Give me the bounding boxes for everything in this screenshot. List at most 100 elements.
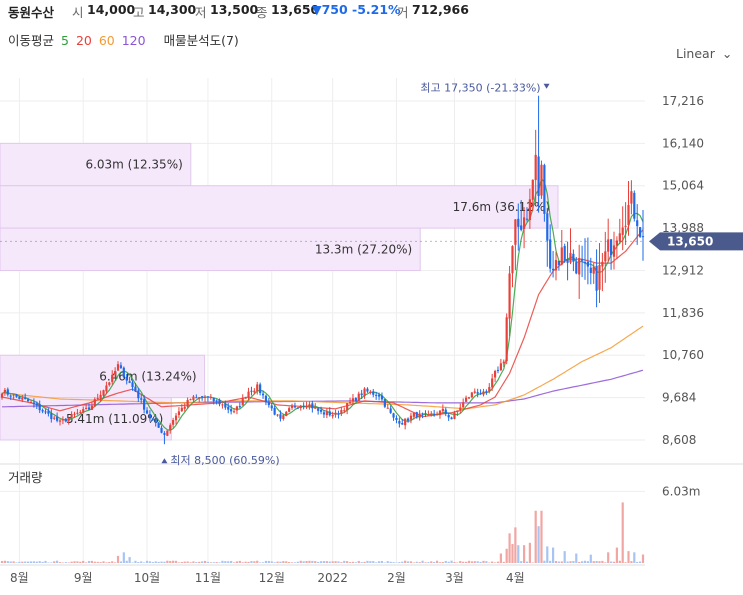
- x-tick-label: 2월: [387, 571, 406, 585]
- volume-bar: [47, 562, 50, 563]
- volume-bar: [87, 560, 91, 563]
- candle-body: [470, 392, 473, 398]
- candle-body: [424, 412, 427, 414]
- candle-body: [630, 191, 633, 204]
- volume-bar: [314, 561, 317, 563]
- volume-bar: [551, 547, 555, 563]
- candle-body: [247, 391, 250, 398]
- candle-body: [578, 258, 581, 275]
- candle-body: [491, 378, 494, 388]
- volume-bar: [351, 561, 355, 563]
- volume-bar: [598, 561, 601, 563]
- volume-bar: [435, 560, 439, 563]
- volume-profile-label[interactable]: 매물분석도(7): [163, 33, 239, 48]
- volume-bar: [464, 561, 468, 563]
- candle-body: [369, 391, 372, 393]
- volume-bar: [404, 560, 407, 563]
- volume-bar: [406, 561, 410, 563]
- volume-bar: [21, 561, 24, 563]
- candle-body: [334, 412, 337, 415]
- ma120-label[interactable]: 120: [121, 33, 146, 48]
- volume-bar: [137, 562, 140, 563]
- candle-body: [259, 384, 262, 394]
- volume-bar: [15, 562, 18, 563]
- candle-body: [598, 264, 601, 290]
- candle-body: [166, 430, 169, 436]
- candle-body: [96, 397, 99, 399]
- ma20-label[interactable]: 20: [75, 33, 92, 48]
- volume-bar: [296, 561, 299, 563]
- candle-body: [296, 407, 299, 409]
- candle-body: [589, 267, 592, 273]
- volume-bar: [389, 561, 392, 563]
- candle-body: [44, 411, 47, 413]
- price-tick-label: 10,760: [662, 348, 704, 362]
- volume-bar: [537, 526, 540, 563]
- volume-bar: [493, 562, 497, 563]
- volume-bar: [186, 561, 189, 563]
- candle-body: [282, 415, 285, 419]
- candle-body: [232, 411, 236, 413]
- candle-body: [290, 405, 294, 408]
- candle-body: [546, 213, 549, 241]
- volume-bar: [154, 561, 157, 563]
- volume-bar: [522, 545, 526, 563]
- current-price-tag: [649, 232, 743, 251]
- candle-body: [392, 413, 395, 418]
- candle-body: [70, 414, 73, 418]
- volume-bar: [195, 562, 198, 563]
- candle-body: [15, 394, 18, 397]
- candle-body: [108, 382, 111, 385]
- volume-bar: [276, 561, 279, 563]
- candle-body: [633, 192, 636, 219]
- volume-bar: [148, 561, 152, 563]
- candle-body: [279, 414, 282, 419]
- candle-body: [537, 156, 540, 196]
- volume-bar: [444, 560, 447, 563]
- volume-bar: [409, 561, 413, 563]
- ma60-label[interactable]: 60: [98, 33, 115, 48]
- candle-body: [111, 374, 114, 382]
- volume-bar: [256, 560, 259, 563]
- candle-body: [276, 414, 279, 416]
- candle-body: [56, 416, 59, 421]
- price-tick-label: 8,608: [662, 433, 696, 447]
- volume-bar: [58, 562, 62, 563]
- max-price-annotation: 최고 17,350 (-21.33%): [420, 82, 540, 95]
- volume-bar: [215, 562, 218, 563]
- candle-body: [601, 261, 604, 267]
- volume-bar: [337, 561, 340, 563]
- volume-bar: [633, 552, 636, 563]
- volume-bar: [534, 510, 537, 563]
- candle-body: [99, 394, 102, 399]
- volume-bar: [325, 561, 328, 563]
- volume-bar: [18, 561, 21, 563]
- scale-dropdown[interactable]: Linear ⌄: [676, 46, 732, 61]
- candle-body: [311, 403, 314, 409]
- candle-body: [76, 412, 79, 414]
- volume-bar: [122, 552, 125, 563]
- ma5-label[interactable]: 5: [61, 33, 69, 48]
- volume-bar: [447, 561, 450, 563]
- ma-title[interactable]: 이동평균: [8, 33, 55, 48]
- volume-profile-label: 17.6m (36.12%): [453, 200, 550, 214]
- candle-body: [154, 418, 157, 423]
- volume-bar: [470, 561, 473, 563]
- volume-bar: [566, 561, 569, 563]
- volume-bar: [238, 560, 241, 563]
- volume-bars: [0, 502, 645, 563]
- scale-label: Linear: [676, 46, 715, 61]
- volume-label: 거: [397, 5, 409, 20]
- candle-body: [505, 317, 508, 362]
- volume-bar: [554, 561, 558, 563]
- volume-bar: [395, 562, 398, 563]
- candle-body: [90, 405, 94, 410]
- candle-body: [575, 262, 578, 274]
- volume-bar: [79, 561, 82, 563]
- candle-body: [479, 393, 482, 395]
- candle-body: [41, 409, 44, 412]
- candle-body: [195, 397, 198, 399]
- volume-bar: [50, 562, 53, 563]
- candle-body: [366, 388, 369, 392]
